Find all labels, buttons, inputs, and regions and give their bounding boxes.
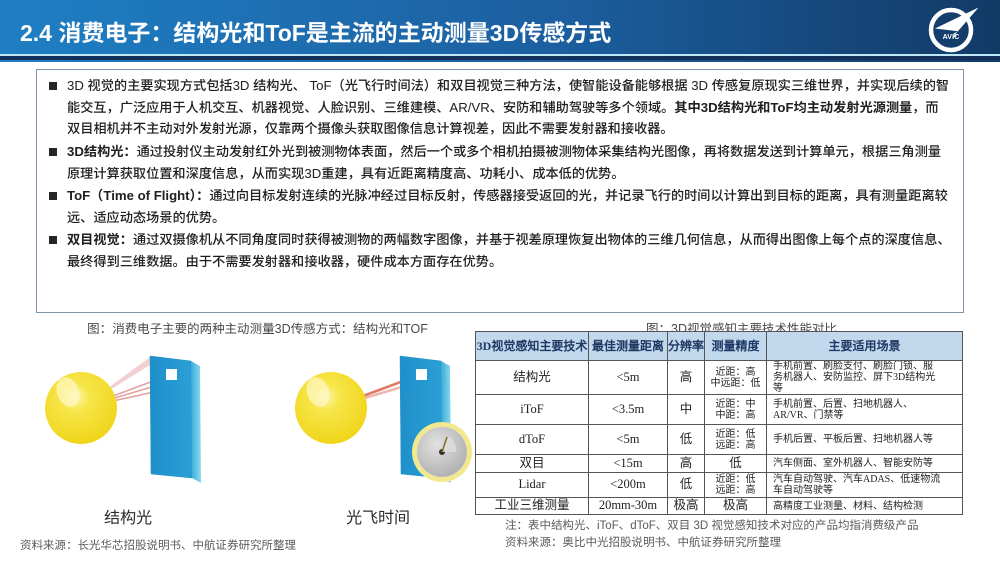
svg-text:结构光: 结构光 [104, 509, 152, 527]
svg-text:光飞时间: 光飞时间 [346, 509, 410, 527]
svg-text:AVIC: AVIC [943, 34, 960, 41]
